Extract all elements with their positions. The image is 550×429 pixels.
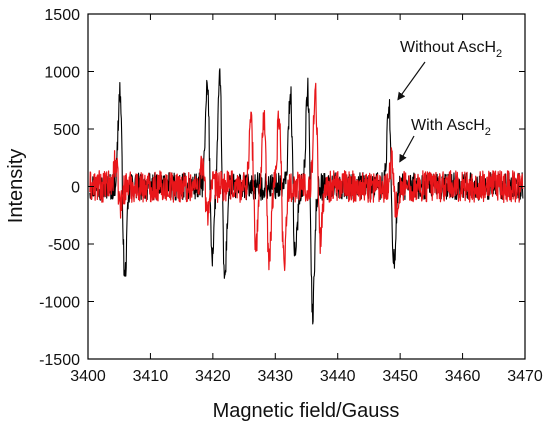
annotation-arrow — [397, 61, 426, 101]
y-tick-label: 1000 — [44, 65, 80, 82]
x-tick-label: 3440 — [320, 368, 356, 385]
y-tick-label: 0 — [71, 180, 80, 197]
x-tick-label: 3430 — [257, 368, 293, 385]
y-tick-label: 1500 — [44, 7, 80, 24]
y-axis-title: Intensity — [5, 149, 27, 223]
series-line — [89, 82, 524, 272]
plot-traces — [89, 68, 524, 325]
y-tick-label: -500 — [48, 237, 80, 254]
x-axis: 3400 3410 3420 3430 3440 3450 3460 3470 — [70, 14, 543, 385]
x-tick-label: 3420 — [195, 368, 231, 385]
y-tick-label: -1500 — [39, 352, 80, 369]
annotation-label: Without AscH2 — [400, 39, 502, 60]
x-tick-label: 3460 — [445, 368, 481, 385]
x-axis-title: Magnetic field/Gauss — [213, 400, 400, 422]
annotation-label: With AscH2 — [411, 117, 491, 138]
y-tick-label: -1000 — [39, 295, 80, 312]
x-tick-label: 3450 — [382, 368, 418, 385]
x-tick-label: 3400 — [70, 368, 106, 385]
x-tick-label: 3410 — [133, 368, 169, 385]
y-tick-label: 500 — [53, 122, 80, 139]
annotation-arrow — [399, 135, 415, 163]
annotations: Without AscH2 With AscH2 — [397, 39, 502, 163]
y-axis: -1500 -1000 -500 0 500 1000 1500 — [39, 7, 525, 369]
x-tick-label: 3470 — [507, 368, 543, 385]
